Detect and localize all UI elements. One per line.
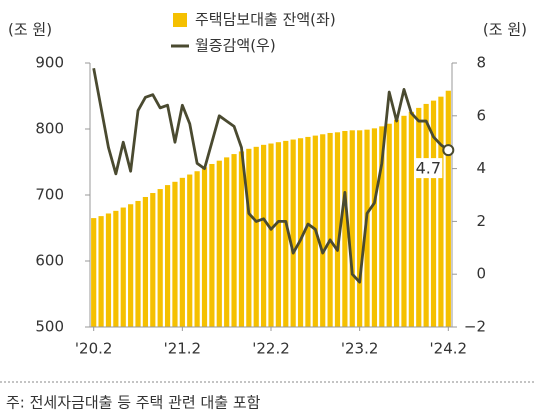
y2-tick-label: −2 <box>464 318 486 336</box>
y2-unit-label: (조 원) <box>483 21 527 39</box>
bar <box>201 167 208 327</box>
bar <box>342 130 348 327</box>
bar <box>438 96 444 327</box>
bar <box>416 107 422 327</box>
bar <box>401 115 407 327</box>
legend-label: 주택담보대출 잔액(좌) <box>195 11 336 29</box>
x-tick-label: '21.2 <box>164 340 202 358</box>
x-tick-label: '24.2 <box>430 340 468 358</box>
bar <box>423 103 429 327</box>
bar <box>327 132 333 327</box>
y2-tick-label: 4 <box>476 159 486 177</box>
bar <box>386 123 392 327</box>
bar <box>187 174 193 327</box>
bar <box>393 119 400 327</box>
bar <box>238 151 245 327</box>
y-tick-label: 900 <box>35 54 64 72</box>
bar <box>142 196 149 327</box>
bar <box>349 130 355 327</box>
bar <box>172 181 178 327</box>
y-tick-label: 700 <box>35 186 64 204</box>
bar <box>408 111 414 327</box>
y-tick-label: 500 <box>35 318 64 336</box>
bar <box>98 216 104 327</box>
y2-tick-label: 0 <box>476 265 486 283</box>
bar <box>194 171 200 327</box>
bar <box>216 160 222 327</box>
bar <box>275 142 281 327</box>
y2-tick-label: 8 <box>476 54 486 72</box>
bar <box>157 189 163 327</box>
x-tick-label: '20.2 <box>75 340 113 358</box>
bar <box>305 136 311 327</box>
highlight-point <box>442 144 455 157</box>
bar <box>261 144 267 327</box>
line <box>92 68 450 284</box>
legend-label: 월증감액(우) <box>195 37 276 55</box>
y2-tick-label: 2 <box>476 212 486 230</box>
bar <box>445 90 451 327</box>
value-label: 4.7 <box>416 159 441 178</box>
bar <box>113 210 119 327</box>
bar <box>297 138 304 327</box>
bar <box>357 130 363 327</box>
bar <box>371 128 378 327</box>
y-tick-label: 800 <box>35 120 64 138</box>
x-tick-label: '23.2 <box>341 340 379 358</box>
bar <box>150 193 156 327</box>
bar <box>379 126 385 327</box>
bar <box>164 185 171 327</box>
y-unit-label: (조 원) <box>8 21 52 39</box>
value-label-bg <box>414 158 443 179</box>
bar <box>120 207 126 327</box>
legend-swatch <box>173 13 187 27</box>
y2-tick-label: 6 <box>476 106 486 124</box>
bar <box>231 154 237 327</box>
bar <box>179 177 185 327</box>
y-tick-label: 600 <box>35 252 64 270</box>
x-tick-label: '22.2 <box>252 340 290 358</box>
footnote: 주: 전세자금대출 등 주택 관련 대출 포함 <box>6 394 261 412</box>
bar <box>246 148 252 327</box>
bar <box>290 139 296 327</box>
bar <box>105 213 112 327</box>
bar <box>209 163 215 327</box>
bar <box>135 200 141 327</box>
bar <box>334 132 341 327</box>
bar <box>320 134 326 327</box>
bar <box>128 204 134 327</box>
bar <box>268 143 274 327</box>
bar <box>364 129 370 327</box>
bar <box>253 146 259 327</box>
bar <box>91 218 97 327</box>
bar <box>283 140 289 327</box>
bar <box>224 157 230 327</box>
bar <box>430 100 437 328</box>
